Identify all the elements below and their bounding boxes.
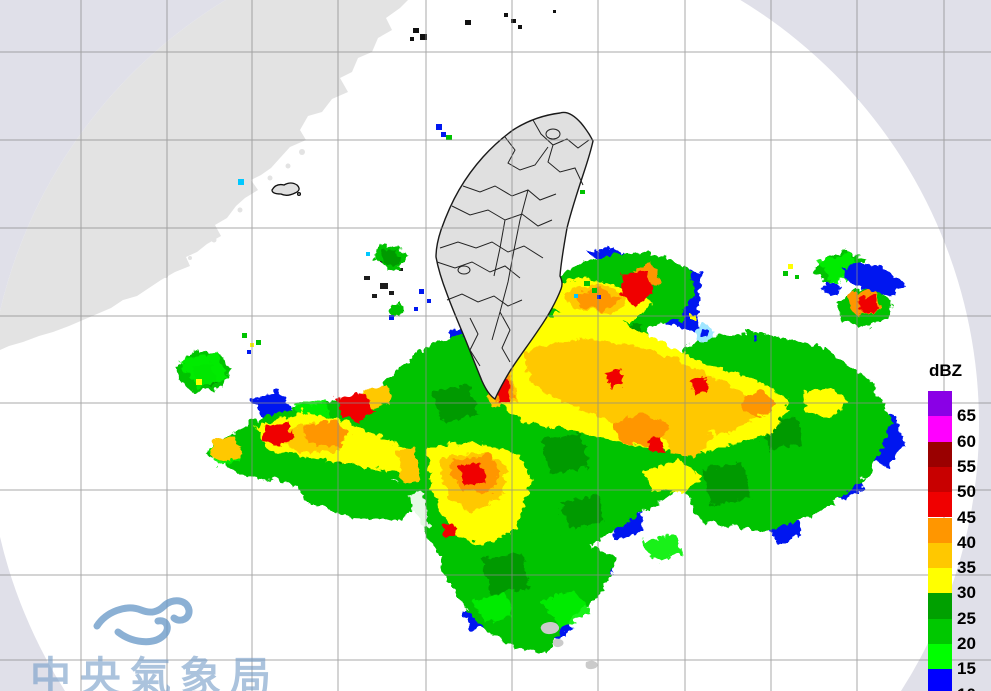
colorbar-box [928, 618, 952, 644]
colorbar-tick-label: 45 [957, 507, 976, 527]
colorbar-tick-label: 25 [957, 608, 976, 628]
taiwan-outline [435, 111, 594, 401]
colorbar-box [928, 416, 952, 442]
colorbar-box [928, 466, 952, 493]
colorbar-box [928, 542, 952, 569]
colorbar-tick-label: 35 [957, 558, 976, 578]
colorbar-tick-label: 10 [957, 685, 991, 691]
colorbar-box [928, 568, 952, 594]
colorbar-tick-label: 60 [957, 431, 976, 451]
echo-layer-red [260, 268, 877, 536]
colorbar-box [928, 669, 952, 691]
clutter-smudges [540, 622, 598, 670]
county-borders [436, 119, 590, 367]
colorbar-box [928, 644, 952, 670]
colorbar-title: dBZ [929, 361, 963, 380]
colorbar-tick-label: 65 [957, 406, 976, 426]
matsu-island [271, 182, 300, 196]
colorbar-box [928, 517, 952, 543]
watermark-text: 中央氣象局 [30, 654, 280, 691]
colorbar-tick-label: 30 [957, 583, 976, 603]
taiwan-island [435, 111, 594, 401]
colorbar-box [928, 593, 952, 619]
echo-layer-blue2 [820, 260, 904, 294]
colorbar-box [928, 391, 952, 417]
colorbar-tick-label: 50 [957, 482, 976, 502]
colorbar-tick-label: 40 [957, 532, 976, 552]
colorbar-tick-label: 15 [957, 659, 976, 679]
echo-gap [407, 488, 428, 528]
echo-cyan-ring [676, 306, 755, 339]
colorbar-box [928, 492, 952, 518]
colorbar-tick-label: 55 [957, 456, 976, 476]
cwb-logo [93, 597, 193, 646]
islet-specks [410, 10, 556, 41]
colorbar-box [928, 441, 952, 467]
colorbar-tick-label: 20 [957, 634, 976, 653]
